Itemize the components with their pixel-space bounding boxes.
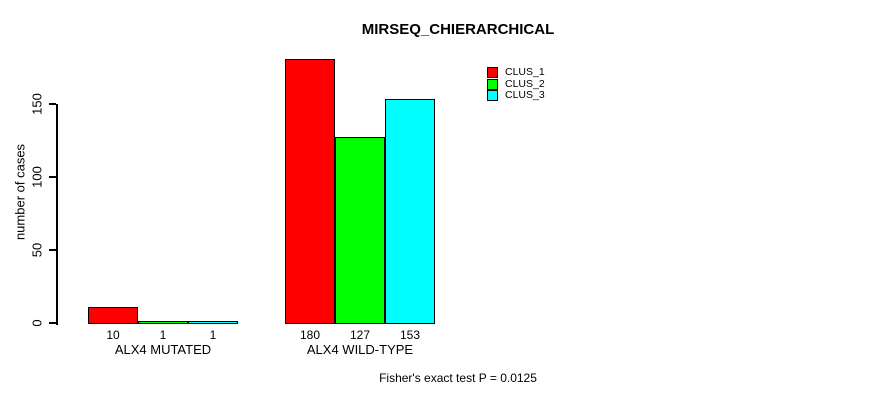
y-tick-label: 100 [29,166,45,188]
stat-annotation: Fisher's exact test P = 0.0125 [379,371,537,385]
y-tick-label: 150 [29,93,45,115]
y-tick-label: 0 [29,319,45,327]
bar-value-label: 127 [349,328,371,342]
bar-value-label: 10 [106,328,120,342]
bar-clus_2 [335,136,385,324]
legend-label: CLUS_1 [505,66,545,79]
y-axis-tick [49,249,56,251]
y-axis-tick [49,322,56,324]
bar-clus_1 [285,59,335,324]
bar-value-label: 1 [159,328,167,342]
legend-label: CLUS_2 [505,77,545,90]
bar-clus_3 [188,320,238,324]
chart-title: MIRSEQ_CHIERARCHICAL [361,21,555,38]
legend: CLUS_1 CLUS_2 CLUS_3 [487,67,545,102]
legend-item: CLUS_1 [487,67,545,79]
bar-clus_2 [138,320,188,324]
legend-swatch-clus_1 [487,67,498,79]
y-axis-tick [49,103,56,105]
y-axis-tick [49,176,56,178]
bar-clus_3 [385,98,435,324]
legend-swatch-clus_3 [487,90,498,102]
legend-label: CLUS_3 [505,89,545,102]
bar-clus_1 [88,307,138,324]
legend-swatch-clus_2 [487,78,498,90]
bar-value-label: 1 [209,328,217,342]
category-label: ALX4 MUTATED [114,342,212,357]
y-axis-line [56,104,58,325]
bar-value-label: 180 [299,328,321,342]
y-tick-label: 50 [29,242,45,258]
legend-item: CLUS_3 [487,90,545,102]
category-label: ALX4 WILD-TYPE [306,342,414,357]
bar-value-label: 153 [399,328,421,342]
legend-item: CLUS_2 [487,77,545,91]
